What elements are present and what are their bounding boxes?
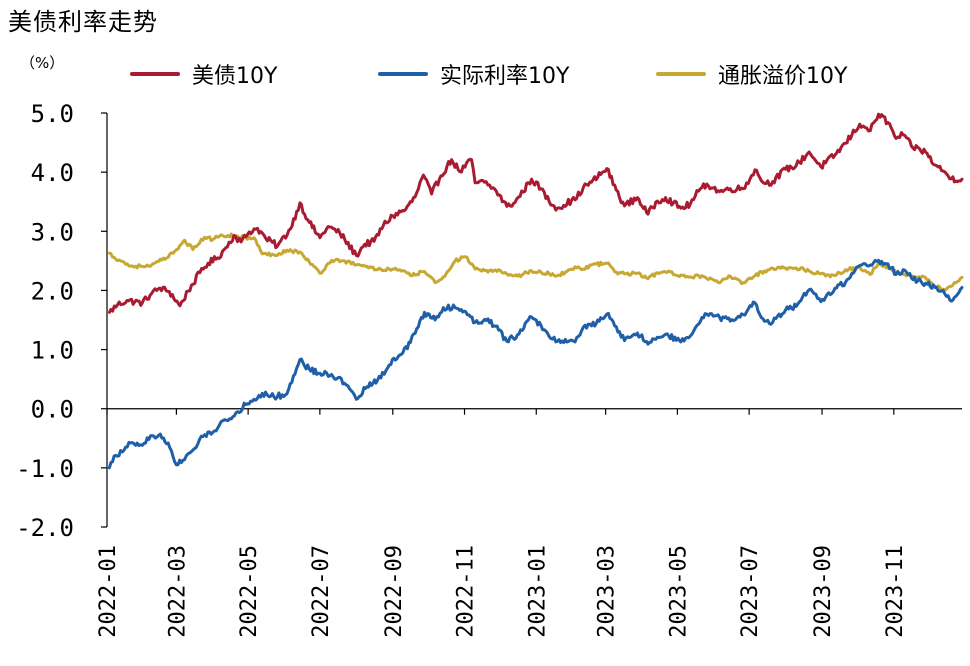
series-line-nominal [107, 112, 964, 314]
x-tick-label: 2022-01 [96, 545, 121, 638]
y-tick-label: 4.0 [31, 159, 74, 187]
y-tick-label: -2.0 [16, 514, 74, 542]
chart-series-lines [107, 112, 964, 470]
x-tick-label: 2023-03 [595, 545, 620, 638]
legend-label-nominal: 美债10Y [192, 64, 278, 89]
y-tick-label: 3.0 [31, 218, 74, 246]
legend-label-real: 实际利率10Y [440, 64, 570, 89]
x-tick-label: 2022-11 [454, 545, 479, 638]
legend-swatch-breakeven [656, 72, 706, 76]
legend-swatch-nominal [130, 72, 180, 76]
chart-title: 美债利率走势 [8, 8, 158, 36]
y-axis-unit-label: （%） [20, 54, 65, 72]
legend-item-real: 实际利率10Y [378, 58, 569, 90]
x-tick-label: 2022-05 [237, 545, 262, 638]
y-tick-label: 5.0 [31, 100, 74, 128]
x-tick-label: 2022-03 [165, 545, 190, 638]
x-tick-label: 2023-07 [738, 545, 763, 638]
legend-label-breakeven: 通胀溢价10Y [718, 64, 848, 89]
y-tick-label: 0.0 [31, 396, 74, 424]
x-tick-label: 2022-07 [309, 545, 334, 638]
x-tick-label: 2023-09 [811, 545, 836, 638]
legend-swatch-real [378, 72, 428, 76]
y-tick-label: 2.0 [31, 277, 74, 305]
y-tick-label: -1.0 [16, 455, 74, 483]
x-tick-label: 2022-09 [382, 545, 407, 638]
y-tick-label: 1.0 [31, 337, 74, 365]
x-tick-label: 2023-11 [883, 545, 908, 638]
legend-item-breakeven: 通胀溢价10Y [656, 58, 847, 90]
x-tick-label: 2023-01 [525, 545, 550, 638]
x-tick-label: 2023-05 [666, 545, 691, 638]
series-line-breakeven [107, 232, 964, 292]
legend-item-nominal: 美债10Y [130, 58, 277, 90]
series-line-real [107, 258, 964, 470]
chart-axes: 5.0 4.0 3.0 2.0 1.0 0.0 -1.0 -2.0 2022-01 2022-03… [16, 100, 962, 638]
